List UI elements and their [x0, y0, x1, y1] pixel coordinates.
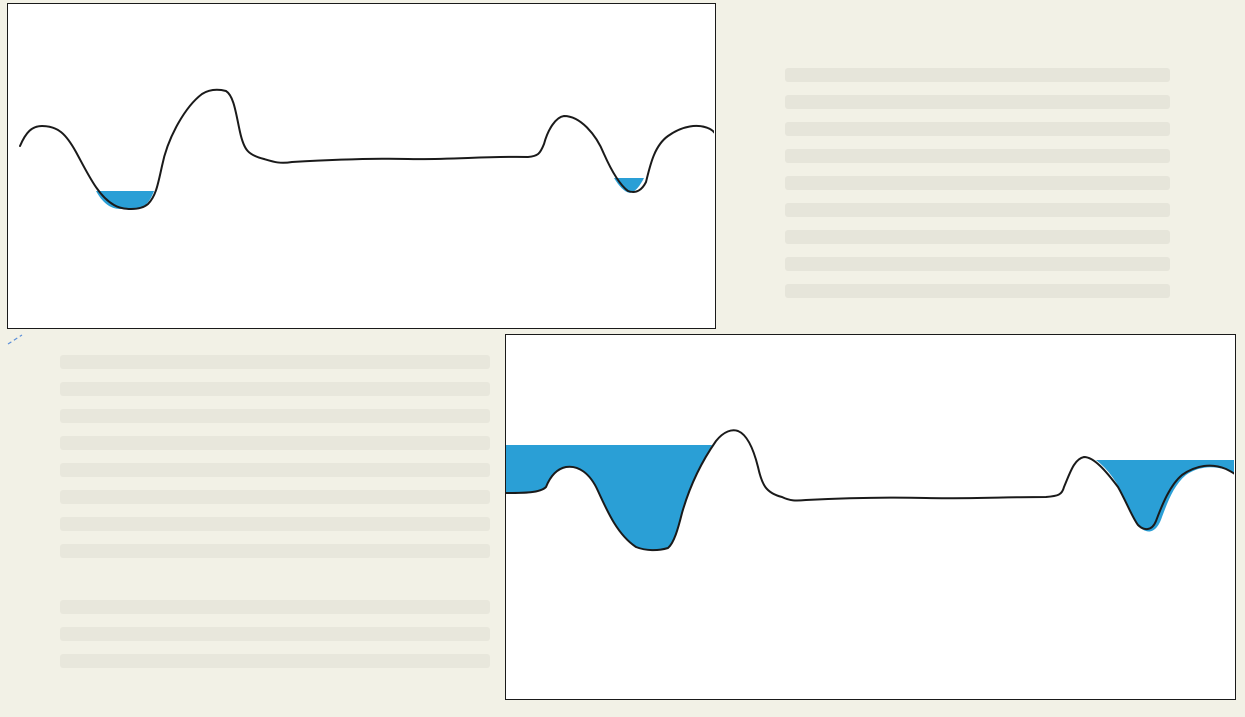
water-pool-right: [1096, 460, 1234, 532]
terrain-outline: [19, 88, 714, 210]
faded-text-block-left: [60, 355, 490, 668]
blue-pen-smudge: [7, 334, 23, 345]
terrain-diagram-lower-water: [19, 88, 714, 210]
terrain-panel-higher-water: [505, 334, 1236, 700]
water-pool-left: [506, 445, 712, 551]
terrain-outline: [506, 429, 1234, 552]
water-pool-left: [96, 191, 154, 209]
water-pool-right: [614, 178, 644, 193]
terrain-panel-lower-water: [7, 3, 716, 329]
terrain-diagram-higher-water: [506, 429, 1234, 552]
faded-text-block-right: [785, 68, 1170, 298]
